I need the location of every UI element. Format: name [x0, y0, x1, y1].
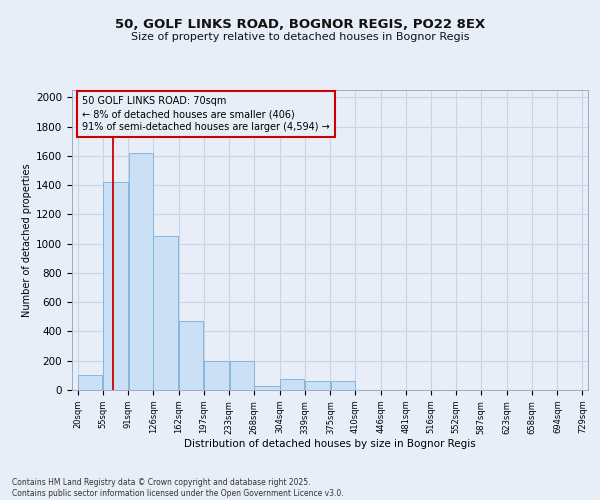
Bar: [179, 321, 203, 390]
Bar: [204, 360, 229, 390]
Text: 50, GOLF LINKS ROAD, BOGNOR REGIS, PO22 8EX: 50, GOLF LINKS ROAD, BOGNOR REGIS, PO22 …: [115, 18, 485, 30]
Bar: [280, 379, 304, 390]
Text: Size of property relative to detached houses in Bognor Regis: Size of property relative to detached ho…: [131, 32, 469, 42]
Text: 50 GOLF LINKS ROAD: 70sqm
← 8% of detached houses are smaller (406)
91% of semi-: 50 GOLF LINKS ROAD: 70sqm ← 8% of detach…: [82, 96, 330, 132]
Bar: [331, 381, 355, 390]
Bar: [305, 381, 330, 390]
Bar: [254, 386, 280, 390]
X-axis label: Distribution of detached houses by size in Bognor Regis: Distribution of detached houses by size …: [184, 439, 476, 449]
Bar: [154, 236, 178, 390]
Bar: [103, 182, 128, 390]
Bar: [78, 376, 103, 390]
Y-axis label: Number of detached properties: Number of detached properties: [22, 163, 32, 317]
Text: Contains HM Land Registry data © Crown copyright and database right 2025.
Contai: Contains HM Land Registry data © Crown c…: [12, 478, 344, 498]
Bar: [230, 360, 254, 390]
Bar: [128, 153, 153, 390]
